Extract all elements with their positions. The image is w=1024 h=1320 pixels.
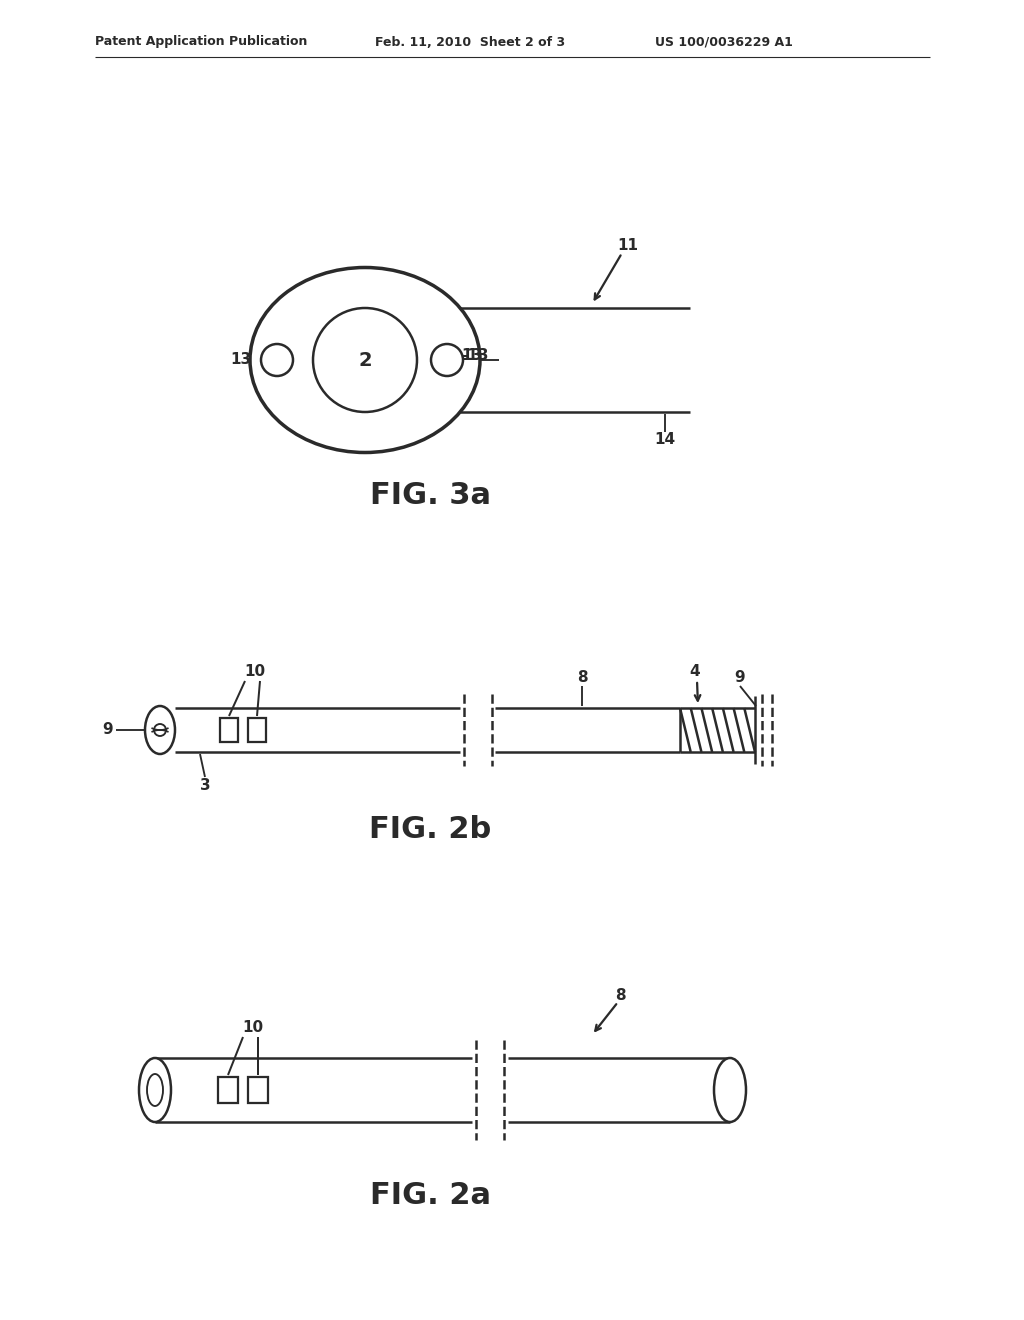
Text: 10: 10 (245, 664, 265, 680)
Text: FIG. 2a: FIG. 2a (370, 1180, 490, 1209)
Text: 9: 9 (102, 722, 114, 738)
Text: 11: 11 (617, 238, 639, 252)
Ellipse shape (431, 345, 463, 376)
Text: 10: 10 (243, 1020, 263, 1035)
Text: -13: -13 (461, 348, 488, 363)
Text: 8: 8 (614, 987, 626, 1002)
Ellipse shape (250, 268, 480, 453)
Text: Feb. 11, 2010  Sheet 2 of 3: Feb. 11, 2010 Sheet 2 of 3 (375, 36, 565, 49)
Text: 8: 8 (577, 671, 588, 685)
Ellipse shape (154, 723, 166, 737)
Text: FIG. 2b: FIG. 2b (369, 816, 492, 845)
Text: 3: 3 (200, 777, 210, 792)
Bar (218, 1077, 238, 1104)
Text: Patent Application Publication: Patent Application Publication (95, 36, 307, 49)
Text: 13: 13 (461, 348, 482, 363)
Bar (248, 1077, 268, 1104)
Text: 2: 2 (358, 351, 372, 370)
Bar (220, 718, 238, 742)
Text: 4: 4 (690, 664, 700, 680)
Ellipse shape (313, 308, 417, 412)
Ellipse shape (261, 345, 293, 376)
Ellipse shape (714, 1059, 746, 1122)
Ellipse shape (145, 706, 175, 754)
Text: US 100/0036229 A1: US 100/0036229 A1 (655, 36, 793, 49)
Ellipse shape (139, 1059, 171, 1122)
Ellipse shape (147, 1074, 163, 1106)
Text: 9: 9 (734, 671, 745, 685)
Text: FIG. 3a: FIG. 3a (370, 480, 490, 510)
Text: 13: 13 (230, 352, 252, 367)
Text: 14: 14 (654, 433, 676, 447)
Bar (248, 718, 266, 742)
